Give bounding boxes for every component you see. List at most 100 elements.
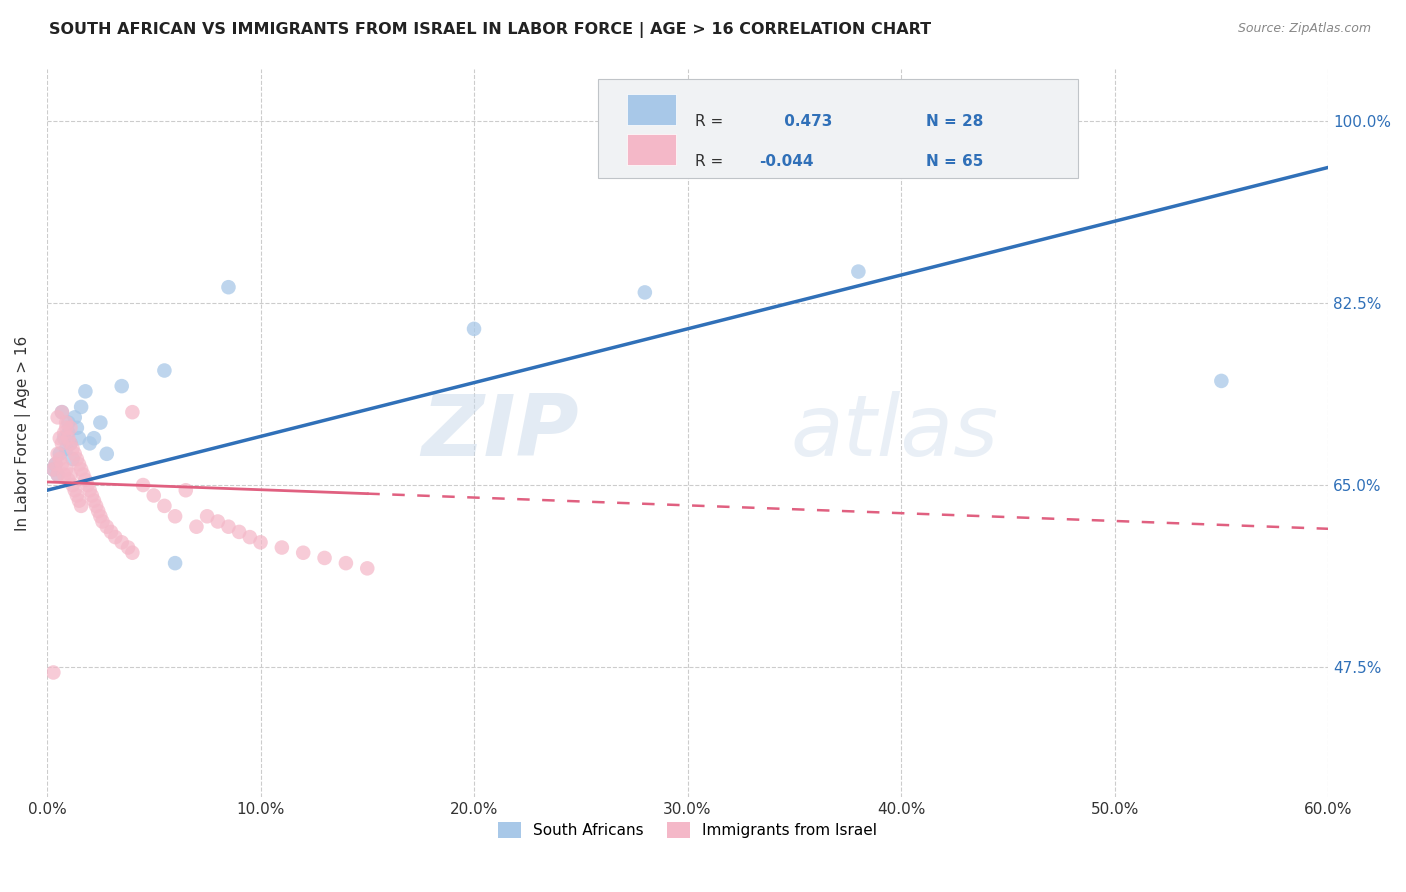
Point [49, 452, 72, 467]
Text: ZIP: ZIP [420, 392, 579, 475]
Point [80, 488, 103, 502]
Point [51, 436, 73, 450]
Point [314, 550, 336, 565]
Point [51, 457, 73, 471]
Point [59, 436, 82, 450]
Point [848, 264, 870, 278]
Point [111, 379, 134, 393]
Point [51, 405, 73, 419]
Point [121, 546, 143, 560]
Point [58, 425, 80, 440]
Bar [627, 95, 676, 125]
Point [104, 530, 127, 544]
Point [335, 556, 357, 570]
Point [63, 410, 86, 425]
Legend: South Africans, Immigrants from Israel: South Africans, Immigrants from Israel [492, 816, 883, 845]
Point [153, 499, 176, 513]
Point [66, 488, 89, 502]
Point [63, 447, 86, 461]
Point [153, 363, 176, 377]
Point [53, 425, 76, 440]
Point [44, 457, 66, 471]
Point [55, 416, 77, 430]
Point [79, 483, 101, 498]
Point [634, 285, 657, 300]
FancyBboxPatch shape [598, 79, 1078, 178]
Point [239, 530, 262, 544]
Point [49, 447, 72, 461]
Text: 0.473: 0.473 [779, 114, 832, 129]
Point [96, 519, 118, 533]
Point [62, 442, 84, 456]
Text: N = 65: N = 65 [927, 153, 983, 169]
Point [96, 447, 118, 461]
Point [132, 478, 155, 492]
Point [100, 524, 122, 539]
Point [217, 519, 239, 533]
Point [195, 509, 218, 524]
Text: -0.044: -0.044 [759, 153, 814, 169]
Point [62, 478, 84, 492]
Point [53, 467, 76, 482]
Point [228, 524, 250, 539]
Point [58, 473, 80, 487]
Text: atlas: atlas [790, 392, 998, 475]
Point [72, 467, 94, 482]
Point [76, 478, 98, 492]
Point [46, 467, 69, 482]
Text: N = 28: N = 28 [927, 114, 983, 129]
Point [121, 405, 143, 419]
Point [67, 431, 90, 445]
Point [83, 431, 105, 445]
Point [89, 509, 111, 524]
Text: SOUTH AFRICAN VS IMMIGRANTS FROM ISRAEL IN LABOR FORCE | AGE > 16 CORRELATION CH: SOUTH AFRICAN VS IMMIGRANTS FROM ISRAEL … [49, 22, 931, 38]
Point [292, 546, 315, 560]
Point [87, 504, 110, 518]
Point [249, 535, 271, 549]
Point [49, 431, 72, 445]
Point [42, 462, 65, 476]
Point [356, 561, 378, 575]
Point [75, 384, 97, 399]
Point [91, 515, 114, 529]
Point [55, 442, 77, 456]
Y-axis label: In Labor Force | Age > 16: In Labor Force | Age > 16 [15, 335, 31, 531]
Point [55, 462, 77, 476]
Point [66, 452, 89, 467]
Point [55, 421, 77, 435]
Point [217, 280, 239, 294]
Point [75, 473, 97, 487]
Point [165, 556, 187, 570]
Point [67, 457, 90, 471]
Point [83, 493, 105, 508]
Point [84, 499, 107, 513]
Point [58, 431, 80, 445]
Point [89, 416, 111, 430]
Point [59, 421, 82, 435]
Point [53, 431, 76, 445]
Point [63, 483, 86, 498]
Point [117, 541, 139, 555]
Point [70, 400, 93, 414]
Point [59, 467, 82, 482]
Point [70, 462, 93, 476]
Point [62, 452, 84, 467]
Point [42, 665, 65, 680]
Point [463, 322, 485, 336]
Point [58, 416, 80, 430]
Text: R =: R = [695, 153, 724, 169]
Point [142, 488, 165, 502]
Point [46, 467, 69, 482]
Point [174, 483, 197, 498]
Point [79, 436, 101, 450]
Point [270, 541, 292, 555]
Point [1211, 374, 1233, 388]
Bar [627, 135, 676, 165]
Point [59, 436, 82, 450]
Point [165, 509, 187, 524]
Point [111, 535, 134, 549]
Point [207, 515, 229, 529]
Point [67, 493, 90, 508]
Point [51, 405, 73, 419]
Point [66, 421, 89, 435]
